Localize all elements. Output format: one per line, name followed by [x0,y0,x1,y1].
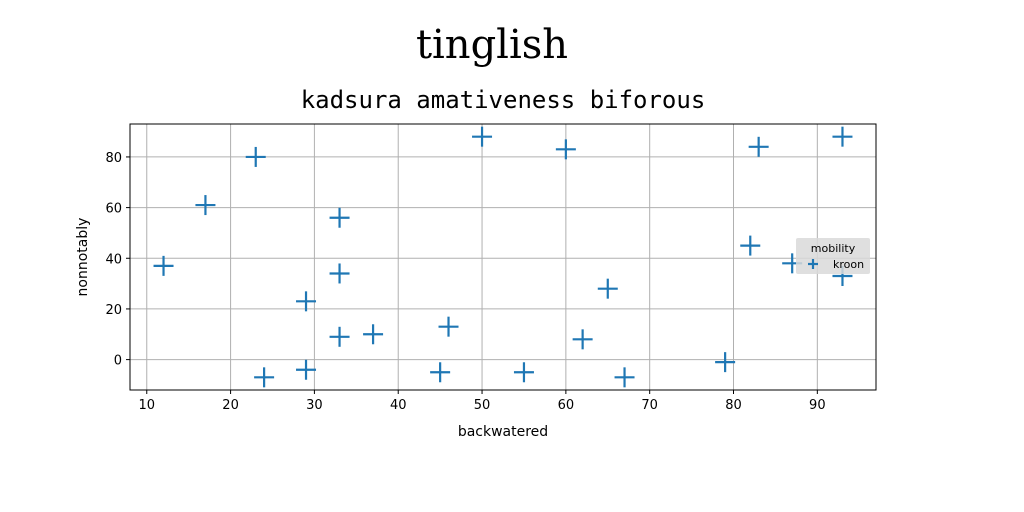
y-tick-label: 0 [114,354,122,369]
data-point [245,146,266,167]
data-points [153,126,853,388]
data-point [597,278,618,299]
data-point [438,316,459,337]
chart-title: kadsura amativeness biforous [300,86,706,114]
x-tick-label: 10 [138,398,155,413]
x-tick-label: 50 [474,398,491,413]
plot-frame [129,123,877,391]
data-point [715,352,736,373]
data-point [363,324,384,345]
y-tick-label: 20 [105,303,122,318]
data-point [296,291,317,312]
y-tick-label: 80 [105,151,122,166]
x-tick-label: 70 [641,398,658,413]
legend-marker-kroon [808,259,818,269]
data-point [572,329,593,350]
data-point [748,136,769,157]
y-axis-label: nonnotably [75,218,91,297]
legend: mobility kroon [796,238,870,274]
axis-ticks: 10 20 30 40 50 60 70 80 90 0 20 40 60 80 [105,151,825,413]
x-tick-label: 30 [306,398,323,413]
x-tick-label: 40 [390,398,407,413]
y-tick-label: 60 [105,202,122,217]
x-tick-label: 20 [222,398,239,413]
data-point [614,367,635,388]
data-point [329,263,350,284]
data-point [296,359,317,380]
data-point [153,255,174,276]
data-point [430,362,451,383]
data-point [195,195,216,216]
plot-area [130,124,876,390]
y-tick-label: 40 [105,252,122,267]
data-point [832,126,853,147]
data-point [513,362,534,383]
legend-marker-icon [808,259,818,269]
grid [130,124,876,390]
legend-label-kroon: kroon [833,258,864,271]
data-point [329,326,350,347]
data-point [254,367,275,388]
data-point [555,139,576,160]
x-tick-label: 60 [558,398,575,413]
data-point [329,207,350,228]
data-point [472,126,493,147]
legend-title: mobility [811,242,856,255]
x-tick-label: 90 [809,398,826,413]
figure-title: tinglish [415,22,569,68]
x-tick-label: 80 [725,398,742,413]
data-point [740,235,761,256]
x-axis-label: backwatered [458,424,548,440]
